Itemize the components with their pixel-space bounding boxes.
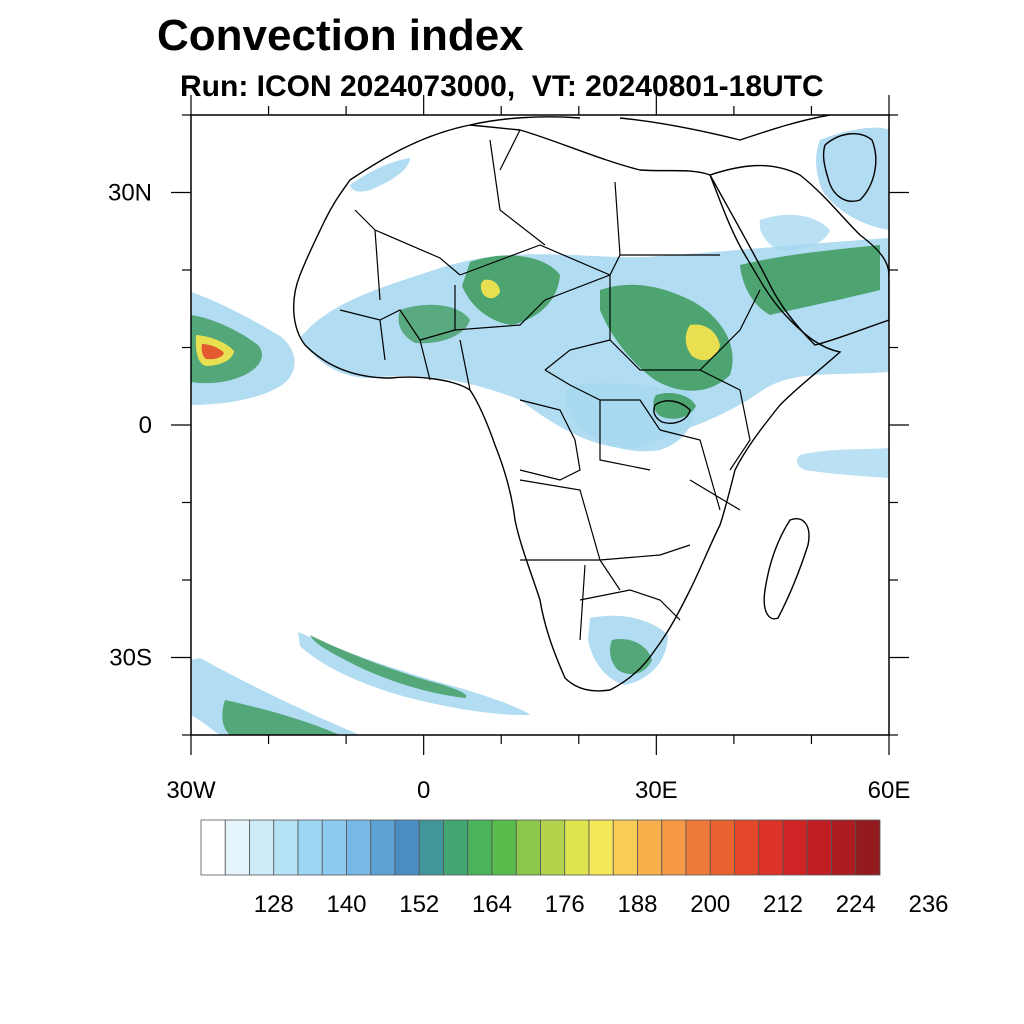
colorbar-swatch <box>418 819 444 876</box>
country-borders <box>339 129 761 641</box>
field-saudi <box>759 214 830 251</box>
colorbar-swatch <box>685 819 711 876</box>
border-southern <box>519 479 691 641</box>
chart-title: Convection index <box>157 11 524 60</box>
border-central <box>519 369 661 481</box>
colorbar-swatch <box>467 819 493 876</box>
field-caspian <box>816 127 889 230</box>
colorbar-label: 212 <box>763 891 803 918</box>
x-tick-label: 30W <box>166 777 216 804</box>
x-tick-label: 0 <box>417 777 430 804</box>
colorbar-swatch <box>394 819 420 876</box>
colorbar-label: 200 <box>690 891 730 918</box>
caspian-coast <box>822 133 877 202</box>
colorbar-swatch <box>806 819 832 876</box>
colorbar-label: 236 <box>908 891 948 918</box>
colorbar-swatch <box>588 819 614 876</box>
mediterranean-coast <box>469 115 831 141</box>
colorbar-label: 164 <box>472 891 512 918</box>
x-tick-label: 60E <box>868 777 911 804</box>
field-sahel-green <box>462 255 560 325</box>
colorbar-swatch <box>782 819 808 876</box>
colorbar-swatch <box>564 819 590 876</box>
colorbar-swatch <box>370 819 396 876</box>
field-ethiopia-green <box>740 245 880 315</box>
colorbar-swatch <box>297 819 323 876</box>
field-sudan-yellow <box>685 324 720 361</box>
colorbar-swatch <box>831 819 857 876</box>
colorbar-label: 152 <box>399 891 439 918</box>
axis-ticks <box>171 95 909 755</box>
border-eastafrica <box>659 369 751 511</box>
field-southern-ocean-core <box>222 700 340 735</box>
colorbar-swatch <box>443 819 469 876</box>
colorbar-swatch <box>321 819 347 876</box>
field-indian-ocean <box>797 448 889 478</box>
border-westafrica <box>339 309 471 391</box>
field-atlantic-max <box>201 344 224 360</box>
field-south-atlantic-front-core <box>310 635 467 698</box>
colorbar-label: 224 <box>836 891 876 918</box>
y-tick-label: 0 <box>139 412 152 439</box>
border-maghreb <box>354 129 546 276</box>
field-southafrica-green <box>610 639 652 675</box>
colorbar-label: 188 <box>617 891 657 918</box>
map-frame <box>190 114 890 736</box>
colorbar-swatch <box>855 819 881 876</box>
colorbar-swatch <box>224 819 250 876</box>
x-tick-label: 30E <box>635 777 678 804</box>
field-victoria-green <box>653 393 696 419</box>
y-tick-label: 30S <box>109 645 152 672</box>
colorbar-swatch <box>273 819 299 876</box>
colorbar-swatch <box>249 819 275 876</box>
colorbar-swatch <box>709 819 735 876</box>
colorbar-swatch <box>612 819 638 876</box>
colorbar: 128 140 152 164 176 188 200 212 224 236 <box>200 819 949 918</box>
colorbar-swatch <box>661 819 687 876</box>
colorbar-label: 128 <box>254 891 294 918</box>
colorbar-swatch <box>515 819 541 876</box>
field-south-atlantic-front <box>298 632 530 716</box>
chart-subtitle: Run: ICON 2024073000, VT: 20240801-18UTC <box>180 70 824 103</box>
field-niger-yellow <box>480 279 500 299</box>
colorbar-swatch <box>758 819 784 876</box>
colorbar-swatch <box>200 819 226 876</box>
colorbar-swatch <box>491 819 517 876</box>
axis-tick-labels: 30W 0 30E 60E 30N 0 30S <box>108 180 910 805</box>
colorbar-label: 140 <box>326 891 366 918</box>
lake-victoria <box>653 400 691 424</box>
coastlines <box>292 115 889 692</box>
colorbar-swatch <box>734 819 760 876</box>
colorbar-swatch <box>637 819 663 876</box>
y-tick-label: 30N <box>108 180 152 207</box>
colorbar-label: 176 <box>545 891 585 918</box>
madagascar-coast <box>763 518 810 620</box>
convection-field <box>191 127 889 735</box>
colorbar-swatch <box>346 819 372 876</box>
field-sudan-green <box>600 284 733 391</box>
colorbar-swatch <box>540 819 566 876</box>
field-morocco <box>350 158 410 192</box>
